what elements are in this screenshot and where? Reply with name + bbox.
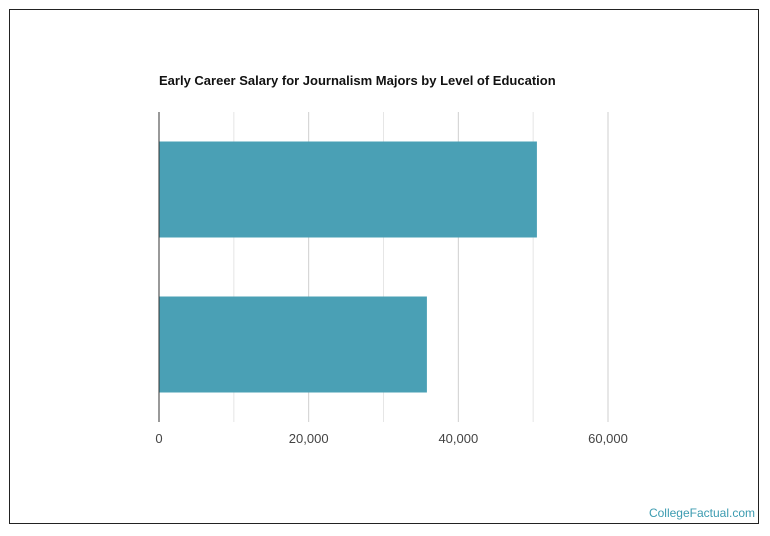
- bar-1[interactable]: [159, 141, 537, 238]
- x-axis-ticks: 0 20,000 40,000 60,000: [155, 431, 628, 446]
- x-tick-label: 0: [155, 431, 162, 446]
- chart-title: Early Career Salary for Journalism Major…: [159, 73, 556, 88]
- source-credit[interactable]: CollegeFactual.com: [648, 506, 755, 520]
- x-tick-label: 60,000: [588, 431, 628, 446]
- x-tick-label: 20,000: [289, 431, 329, 446]
- x-tick-label: 40,000: [438, 431, 478, 446]
- bars: [159, 141, 537, 393]
- bar-2[interactable]: [159, 296, 427, 393]
